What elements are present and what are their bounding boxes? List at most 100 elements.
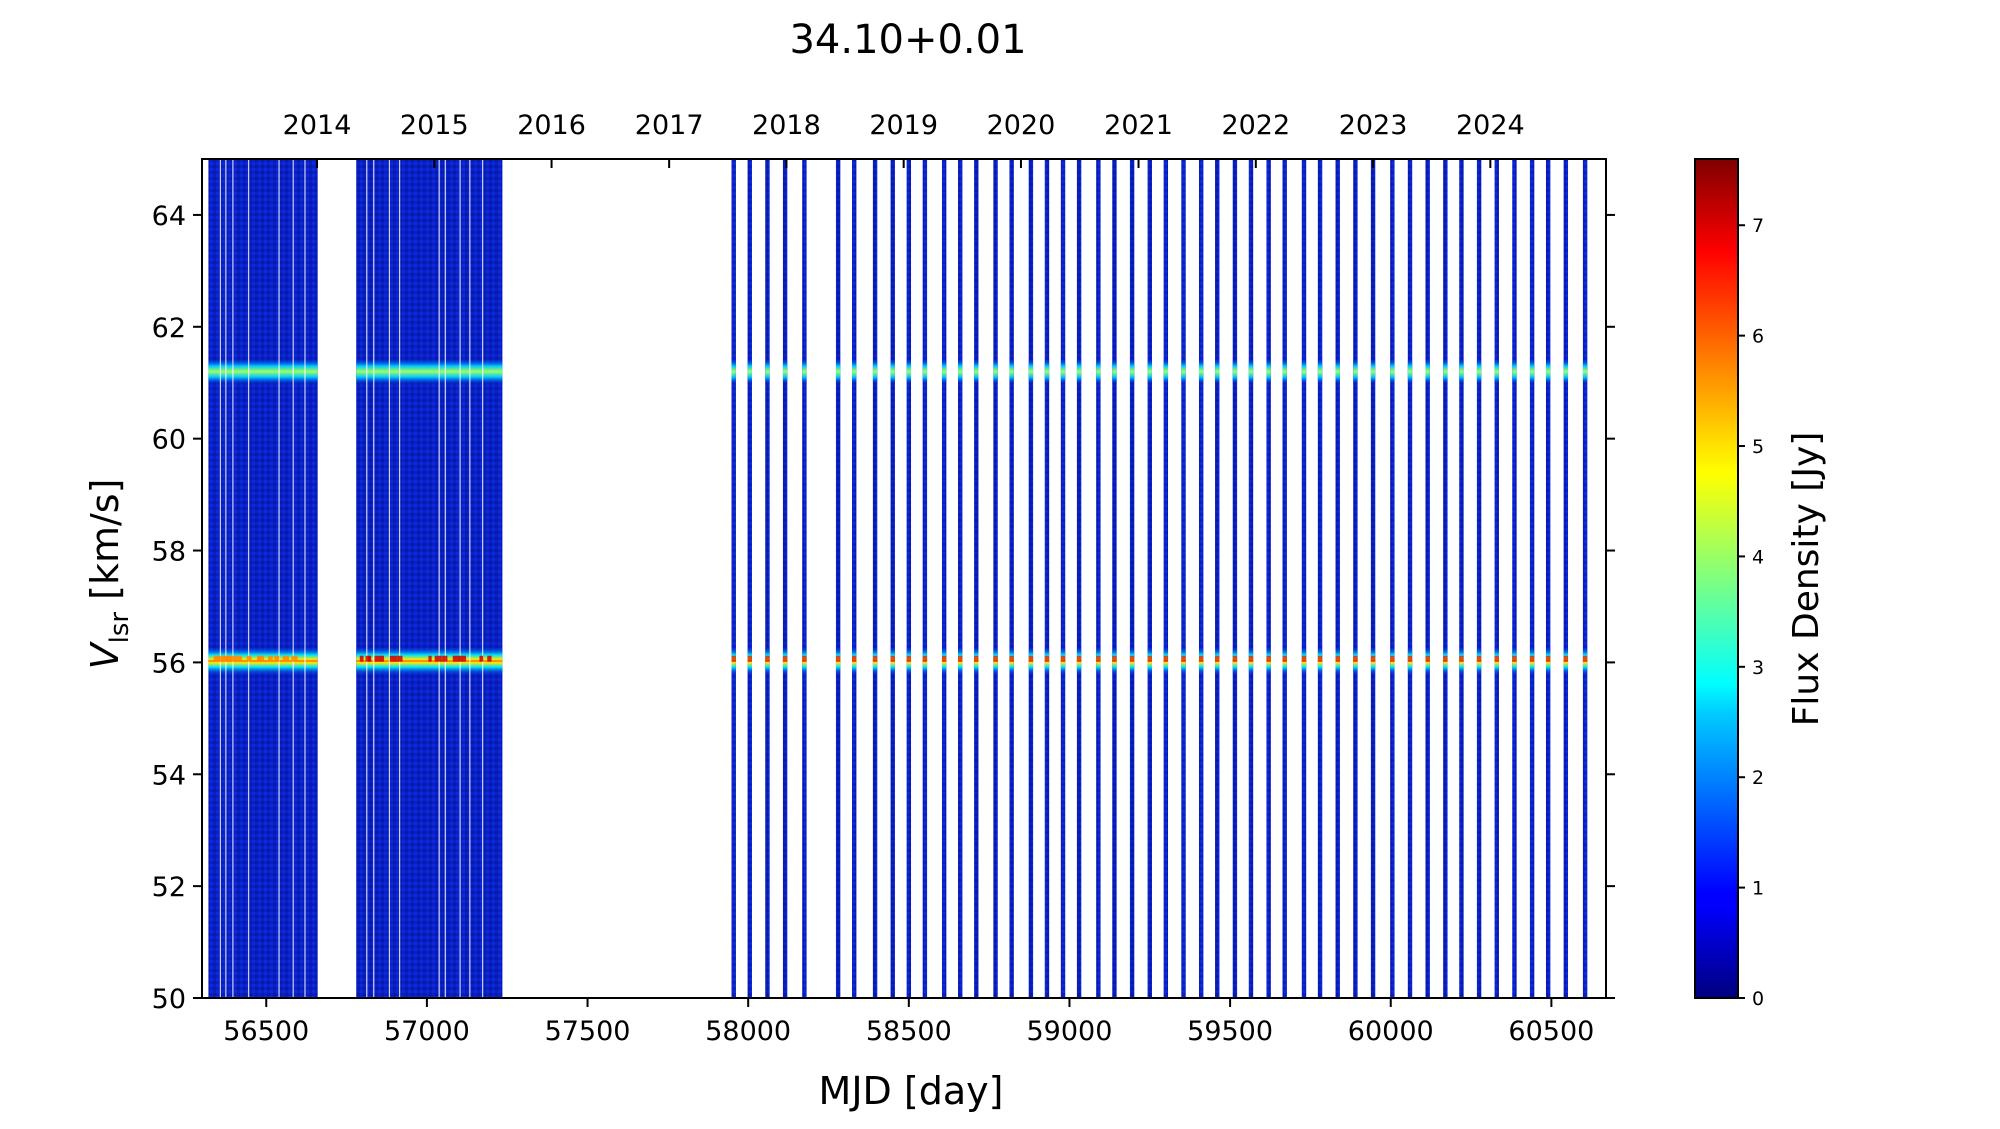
hot-spot: [1044, 655, 1050, 662]
hot-spot: [1335, 655, 1340, 662]
strip-background: [208, 159, 318, 998]
epoch-column: [1353, 159, 1358, 998]
strip-background: [802, 159, 807, 998]
epoch-column: [1512, 159, 1517, 998]
x-tick-label: 59000: [1027, 1016, 1113, 1047]
epoch-column: [1232, 159, 1238, 998]
epoch-column: [1266, 159, 1271, 998]
epoch-gap: [225, 159, 227, 998]
hot-spot: [223, 655, 228, 662]
strip-background: [1129, 159, 1135, 998]
top-year-label: 2017: [635, 110, 704, 141]
hot-spot: [958, 655, 963, 662]
hot-spot: [397, 655, 403, 662]
top-year-label: 2014: [283, 110, 352, 141]
hot-spot: [257, 655, 262, 662]
epoch-column: [1529, 159, 1535, 998]
strip-background: [1563, 159, 1569, 998]
epoch-column: [1425, 159, 1430, 998]
epoch-column: [1545, 159, 1551, 998]
hot-spot: [1317, 655, 1323, 662]
y-tick-label: 56: [152, 648, 186, 679]
strip-background: [993, 159, 998, 998]
strip-feature-61kms: [1563, 357, 1569, 386]
hot-spot: [1529, 655, 1535, 662]
strip-background: [1282, 159, 1287, 998]
strip-background: [906, 159, 912, 998]
strip-feature-61kms: [1443, 357, 1448, 386]
hot-spot: [428, 655, 432, 662]
hot-spot: [225, 655, 233, 662]
epoch-column: [941, 159, 947, 998]
strip-background: [1248, 159, 1254, 998]
strip-feature-61kms: [993, 357, 998, 386]
strip-feature-61kms: [906, 357, 912, 386]
colorbar-tick-label: 2: [1752, 767, 1764, 789]
strip-feature-61kms: [1301, 357, 1307, 386]
strip-feature-61kms: [1028, 357, 1034, 386]
strip-background: [1443, 159, 1448, 998]
hot-spot: [1512, 655, 1517, 662]
strip-feature-61kms: [1335, 357, 1340, 386]
top-year-label: 2015: [400, 110, 469, 141]
strip-background: [1266, 159, 1271, 998]
strip-feature-61kms: [1215, 357, 1220, 386]
hot-spot: [1563, 655, 1569, 662]
y-tick-label: 50: [152, 984, 186, 1015]
hot-spot: [993, 655, 998, 662]
strip-background: [1545, 159, 1551, 998]
x-tick-label: 60500: [1508, 1016, 1594, 1047]
top-year-label: 2016: [517, 110, 586, 141]
strip-background: [1407, 159, 1413, 998]
epoch-column: [765, 159, 770, 998]
strip-background: [1028, 159, 1034, 998]
colorbar-tick-label: 4: [1752, 546, 1764, 568]
hot-spot: [268, 655, 273, 662]
epoch-column: [1459, 159, 1464, 998]
y-tick-label: 64: [152, 201, 186, 232]
strip-feature-61kms: [1147, 357, 1152, 386]
strip-background: [941, 159, 947, 998]
x-tick-label: 58500: [866, 1016, 952, 1047]
hot-spot: [906, 655, 912, 662]
hot-spot: [890, 655, 895, 662]
hot-spot: [487, 655, 492, 662]
top-year-label: 2020: [987, 110, 1056, 141]
colorbar-tick-label: 5: [1752, 436, 1764, 458]
hot-spot: [1129, 655, 1135, 662]
strip-background: [872, 159, 878, 998]
strip-background: [1232, 159, 1238, 998]
strip-feature-61kms: [958, 357, 963, 386]
epoch-column: [1163, 159, 1169, 998]
dense-coverage-block: [208, 159, 318, 998]
strip-feature-61kms: [1476, 357, 1482, 386]
epoch-column: [1147, 159, 1152, 998]
colorbar-label: Flux Density [Jy]: [1786, 432, 1827, 727]
epoch-column: [1096, 159, 1101, 998]
strip-feature-61kms: [1512, 357, 1517, 386]
hot-spot: [941, 655, 947, 662]
strip-feature-61kms: [1545, 357, 1551, 386]
chart-title: 34.10+0.01: [789, 17, 1026, 63]
hot-spot: [1096, 655, 1101, 662]
hot-spot: [452, 655, 461, 662]
strip-background: [1317, 159, 1323, 998]
strip-feature-61kms: [356, 357, 503, 386]
hot-spot: [213, 655, 219, 662]
epoch-gap: [438, 159, 440, 998]
colorbar-tick-label: 7: [1752, 215, 1764, 237]
strip-background: [1353, 159, 1358, 998]
strip-background: [1390, 159, 1395, 998]
epoch-column: [890, 159, 895, 998]
epoch-column: [906, 159, 912, 998]
strip-background: [747, 159, 752, 998]
epoch-column: [1076, 159, 1082, 998]
epoch-column: [1582, 159, 1588, 998]
hot-spot: [1248, 655, 1254, 662]
hot-spot: [217, 655, 225, 662]
hot-spot: [1028, 655, 1034, 662]
top-year-label: 2022: [1221, 110, 1290, 141]
epoch-column: [1009, 159, 1014, 998]
epoch-gap: [304, 159, 306, 998]
